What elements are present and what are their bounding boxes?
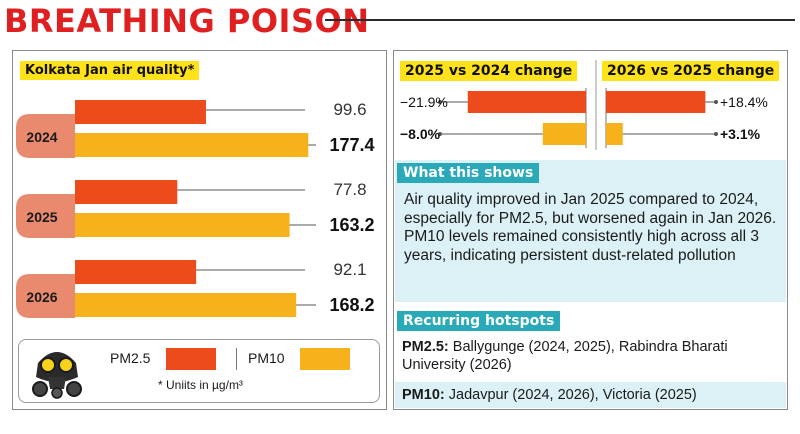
gas-mask-icon [32,352,82,399]
change-title-2025: 2025 vs 2024 change [400,61,578,81]
bar-pm10 [75,213,290,237]
legend-box [18,339,380,403]
change-title-2026: 2026 vs 2025 change [602,61,780,81]
value-label-pm10: 177.4 [329,135,374,155]
hotspot-pm25: PM2.5: Ballygunge (2024, 2025), Rabindra… [402,338,780,374]
change-bar-2026-pm25 [606,91,706,113]
value-label-pm25: 99.6 [333,100,366,119]
bar-pm10 [75,133,309,157]
what-this-shows-text: Air quality improved in Jan 2025 compare… [404,191,777,264]
change-bar-2026-pm10 [606,123,623,145]
year-label: 2026 [26,289,57,305]
year-block [16,274,75,318]
year-block [16,194,75,238]
chart-title: Kolkata Jan air quality* [20,61,200,80]
change-bar-2025-pm10 [542,123,586,145]
hotspot-pm10: PM10: Jadavpur (2024, 2026), Victoria (2… [402,386,780,404]
hotspot-pm25-text: Ballygunge (2024, 2025), Rabindra Bharat… [402,339,728,373]
hotspots-title: Recurring hotspots [397,311,561,331]
leader-dot [438,100,442,104]
legend-divider [236,348,237,370]
bar-pm10 [75,293,297,317]
value-label-pm25: 77.8 [333,180,366,199]
change-bar-2025-pm25 [467,91,586,113]
value-label-pm10: 163.2 [329,215,374,235]
what-this-shows-title: What this shows [397,163,540,183]
legend-pm25-label: PM2.5 [110,350,151,366]
value-label-pm25: 92.1 [333,260,366,279]
change-label-2026-pm25: +18.4% [720,94,768,110]
bar-pm25 [75,260,197,284]
value-label-pm10: 168.2 [329,295,374,315]
hotspot-pm10-text: Jadavpur (2024, 2026), Victoria (2025) [448,387,697,403]
headline-rule [325,19,795,21]
leader-dot [714,132,718,136]
legend-pm10-label: PM10 [248,350,285,366]
year-label: 2024 [26,129,57,145]
change-label-2025-pm25: −21.9% [400,94,448,110]
units-footnote: * Uniits in µg/m³ [158,378,243,392]
hotspot-pm25-label: PM2.5: [402,339,449,355]
change-label-2026-pm10: +3.1% [720,126,761,142]
legend-pm10-swatch [300,348,350,370]
bar-pm25 [75,100,206,124]
year-block [16,114,75,158]
hotspot-pm10-box [395,382,786,408]
hotspot-pm10-label: PM10: [402,387,445,403]
year-label: 2025 [26,209,57,225]
leader-dot [714,100,718,104]
leader-dot [438,132,442,136]
bar-pm25 [75,180,178,204]
right-panel [393,50,788,410]
legend-pm25-swatch [166,348,216,370]
left-panel [12,50,387,410]
headline: BREATHING POISON [4,2,370,40]
what-this-shows-box [395,160,786,302]
change-label-2025-pm10: −8.0% [400,126,441,142]
